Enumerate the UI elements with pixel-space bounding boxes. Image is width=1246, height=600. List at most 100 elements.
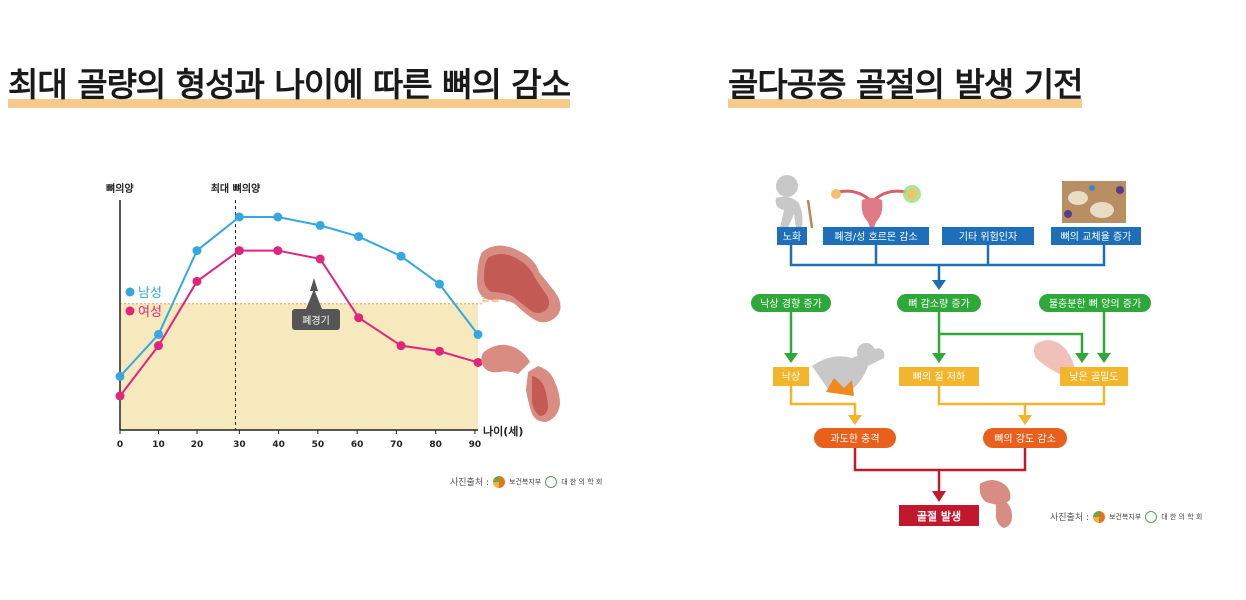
data-point [153, 329, 163, 339]
x-ticks: 0 10 20 30 40 50 60 70 80 90 [117, 430, 481, 450]
data-point [153, 341, 163, 351]
data-point [473, 357, 483, 367]
peak-label: 최대 뼈의양 [211, 182, 261, 195]
healthy-bone-illustration [477, 245, 561, 323]
legend-female: 여성 [138, 305, 162, 320]
cause-menopause: 폐경/성 호르몬 감소 [834, 230, 917, 243]
data-point [234, 246, 244, 256]
yellow-boxes: 낙상 뼈의 질 저하 낮은 골밀도 [773, 367, 1128, 386]
x-tick-label: 70 [390, 440, 403, 450]
x-tick-label: 0 [117, 440, 123, 450]
data-point [315, 220, 325, 230]
data-point [273, 212, 283, 222]
source-org2: 대 한 의 학 회 [561, 477, 603, 486]
green-arrowheads [784, 353, 1111, 363]
data-point [473, 329, 483, 339]
cause-aging: 노화 [783, 231, 801, 243]
right-title: 골다공증 골절의 발생 기전 [728, 58, 1083, 108]
green-box [751, 294, 831, 312]
menopause-callout: 폐경기 [292, 278, 340, 330]
yellow-box [773, 367, 809, 386]
legend-male: 남성 [138, 286, 162, 301]
x-tick-label: 30 [233, 440, 246, 450]
cause-box [1051, 227, 1141, 245]
source-right: 사진출처 : 보건복지부 대 한 의 학 회 [1050, 510, 1202, 523]
fall-tendency: 낙상 경향 증가 [760, 297, 822, 310]
y-axis-label: 뼈의양 [106, 182, 134, 195]
data-point [234, 212, 244, 222]
bone-loss-increase: 뼈 감소량 증가 [908, 298, 970, 310]
x-tick-label: 80 [429, 440, 442, 450]
legend-dot-male [125, 287, 135, 297]
x-tick-label: 50 [312, 440, 325, 450]
yellow-box [899, 367, 979, 386]
orange-boxes: 과도한 충격 뼈의 강도 감소 [814, 428, 1067, 448]
blue-arrowhead [932, 280, 946, 290]
source-left: 사진출처 : 보건복지부 대 한 의 학 회 [450, 475, 602, 488]
bone-cells-illustration [1062, 181, 1126, 223]
result-box [899, 505, 979, 526]
bone-mass-chart: 뼈의양 최대 뼈의양 나이(세) 골절역치 010203040506070809… [106, 182, 561, 450]
data-point [435, 279, 445, 289]
cause-bone-turnover: 뼈의 교체율 증가 [1061, 231, 1132, 243]
society-logo-icon [545, 475, 558, 488]
legend-dot-female [125, 306, 135, 316]
x-tick-label: 20 [191, 440, 204, 450]
uterus-illustration [831, 185, 921, 228]
blue-connectors [789, 245, 1106, 283]
source-org1: 보건복지부 [1109, 512, 1142, 521]
data-point [396, 251, 406, 261]
bone-strength-decline: 뼈의 강도 감소 [994, 433, 1056, 445]
data-point [115, 391, 125, 401]
source-org2: 대 한 의 학 회 [1161, 512, 1203, 521]
falling-person-illustration [812, 343, 885, 396]
low-bone-density: 낮은 골밀도 [1069, 371, 1118, 383]
cause-box [777, 227, 807, 245]
series-layer [115, 212, 483, 401]
menopause-label: 폐경기 [302, 314, 330, 327]
orange-box [814, 428, 896, 448]
source-org1: 보건복지부 [509, 477, 542, 486]
data-point [273, 246, 283, 256]
cause-boxes: 노화 폐경/성 호르몬 감소 기타 위험인자 뼈의 교체율 증가 [777, 227, 1141, 245]
green-box [897, 294, 981, 312]
fall: 낙상 [782, 371, 800, 383]
excessive-impact: 과도한 충격 [830, 432, 879, 445]
data-point [354, 313, 364, 323]
legend: 남성 여성 [125, 286, 162, 320]
source-label: 사진출처 : [450, 478, 490, 488]
red-arrowhead [932, 491, 946, 502]
ministry-logo-icon [493, 475, 506, 488]
x-tick-label: 90 [469, 440, 482, 450]
orange-box [983, 428, 1067, 448]
x-tick-label: 60 [351, 440, 364, 450]
source-label: 사진출처 : [1050, 513, 1090, 523]
x-axis-label: 나이(세) [483, 424, 523, 438]
data-point [396, 341, 406, 351]
data-point [192, 246, 202, 256]
data-point [315, 254, 325, 264]
green-boxes: 낙상 경향 증가 뼈 감소량 증가 불충분한 뼈 양의 증가 [751, 294, 1151, 312]
cause-other-risk: 기타 위험인자 [959, 230, 1017, 243]
data-point [354, 232, 364, 242]
green-box [1039, 294, 1151, 312]
cause-box [942, 227, 1034, 245]
fracture-bone-illustration [979, 480, 1012, 528]
elderly-person-illustration [775, 175, 814, 229]
ministry-logo-icon [1093, 510, 1106, 523]
x-tick-label: 40 [272, 440, 285, 450]
cause-box [823, 227, 929, 245]
fractured-bone-illustration [481, 344, 560, 422]
left-title: 최대 골량의 형성과 나이에 따른 뼈의 감소 [8, 58, 571, 108]
red-connectors [853, 448, 1027, 494]
yellow-box [1060, 367, 1128, 386]
data-point [192, 276, 202, 286]
series-line [119, 216, 479, 378]
x-tick-label: 10 [152, 440, 165, 450]
series-line [119, 249, 479, 397]
green-connectors [789, 312, 1106, 356]
bone-density-illustration [1034, 340, 1074, 376]
fracture-occurrence: 골절 발생 [917, 509, 961, 523]
society-logo-icon [1145, 510, 1158, 523]
